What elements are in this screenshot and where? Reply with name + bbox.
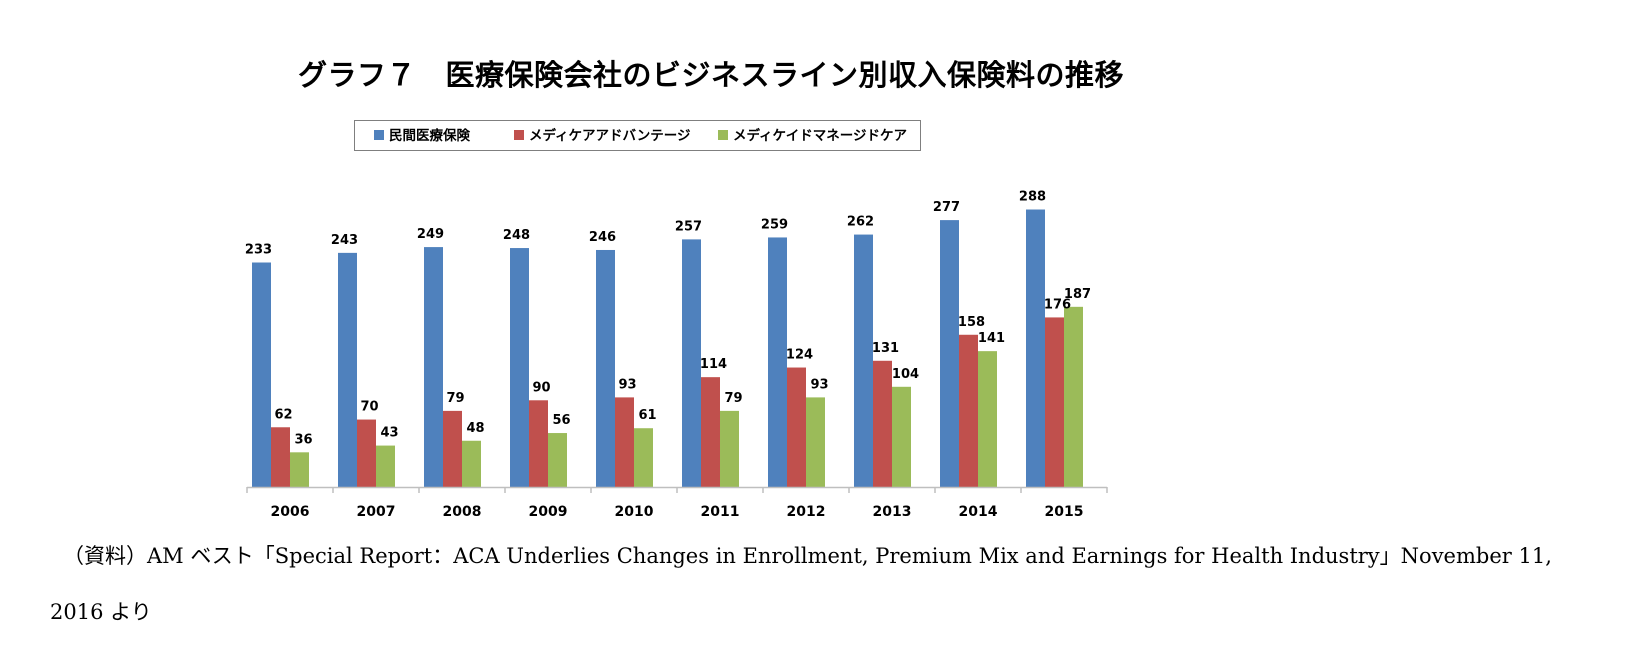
data-label: 243 [331, 233, 358, 248]
bar [510, 248, 529, 487]
bar [1045, 317, 1064, 487]
x-tick-label: 2012 [787, 504, 826, 520]
bar [873, 360, 892, 487]
data-label: 248 [503, 228, 530, 243]
x-tick-label: 2013 [873, 504, 912, 520]
bar [1026, 209, 1045, 487]
x-tick-group [246, 487, 1108, 493]
bar [768, 237, 787, 487]
bar [290, 452, 309, 487]
data-label: 61 [638, 408, 656, 423]
bar [615, 397, 634, 487]
data-label: 104 [892, 367, 919, 382]
bar [596, 249, 615, 487]
x-tick-label: 2009 [529, 504, 568, 520]
bar [959, 334, 978, 487]
bar [376, 445, 395, 487]
data-label: 288 [1019, 190, 1046, 205]
bar [978, 351, 997, 487]
data-label: 79 [724, 391, 742, 406]
data-label: 93 [810, 377, 828, 392]
legend-entry-label: 民間医療保険 [389, 127, 470, 144]
legend-swatch [374, 130, 384, 140]
bar [720, 410, 739, 487]
data-label: 90 [532, 380, 550, 395]
bar [462, 440, 481, 487]
bar [806, 397, 825, 487]
bar [357, 419, 376, 487]
legend-entry-label: メディケアアドバンテージ [529, 127, 691, 144]
x-tick-label: 2008 [443, 504, 482, 520]
bar [338, 252, 357, 487]
x-tick-label: 2007 [357, 504, 396, 520]
bar [529, 400, 548, 487]
bar-group [252, 209, 1083, 487]
bar [892, 386, 911, 487]
legend-swatch [514, 130, 524, 140]
value-label-group: 2336236243704324979482489056246936125711… [245, 190, 1091, 448]
data-label: 158 [958, 315, 985, 330]
bar [1064, 306, 1083, 487]
data-label: 43 [380, 426, 398, 441]
data-label: 114 [700, 357, 727, 372]
source-note: （資料）AM ベスト「Special Report：ACA Underlies … [50, 544, 1552, 624]
data-label: 141 [978, 331, 1005, 346]
bar [443, 410, 462, 487]
legend-box [354, 120, 921, 151]
data-label: 62 [274, 407, 292, 422]
bar [940, 220, 959, 487]
x-tick-label: 2015 [1045, 504, 1084, 520]
data-label: 233 [245, 243, 272, 258]
bar [701, 377, 720, 487]
x-tick-label-group: 2006 2007 2008 2009 2010 2011 2012 2013 2014 2015 [271, 504, 1084, 520]
bar [682, 239, 701, 487]
data-label: 48 [466, 421, 484, 436]
legend-entry-label: メディケイドマネージドケア [733, 127, 907, 144]
data-label: 187 [1064, 287, 1091, 302]
legend: 民間医療保険 メディケアアドバンテージ メディケイドマネージドケア [354, 120, 921, 151]
bar [634, 428, 653, 487]
chart-title: グラフ７ 医療保険会社のビジネスライン別収入保険料の推移 [298, 58, 1125, 92]
x-tick-label: 2014 [959, 504, 998, 520]
data-label: 176 [1044, 297, 1071, 312]
x-tick-label: 2010 [615, 504, 654, 520]
data-label: 70 [360, 400, 378, 415]
data-label: 259 [761, 217, 788, 232]
data-label: 79 [446, 391, 464, 406]
legend-swatch [718, 130, 728, 140]
bar [424, 247, 443, 487]
data-label: 124 [786, 348, 813, 363]
bar [271, 427, 290, 487]
data-label: 246 [589, 230, 616, 245]
bar [854, 234, 873, 487]
data-label: 36 [294, 432, 312, 447]
x-tick-label: 2011 [701, 504, 740, 520]
data-label: 262 [847, 215, 874, 230]
data-label: 277 [933, 200, 960, 215]
data-label: 249 [417, 227, 444, 242]
x-tick-label: 2006 [271, 504, 310, 520]
data-label: 131 [872, 341, 899, 356]
data-label: 56 [552, 413, 570, 428]
data-label: 257 [675, 219, 702, 234]
bar [548, 433, 567, 487]
bar [252, 262, 271, 487]
data-label: 93 [618, 377, 636, 392]
bar [787, 367, 806, 487]
